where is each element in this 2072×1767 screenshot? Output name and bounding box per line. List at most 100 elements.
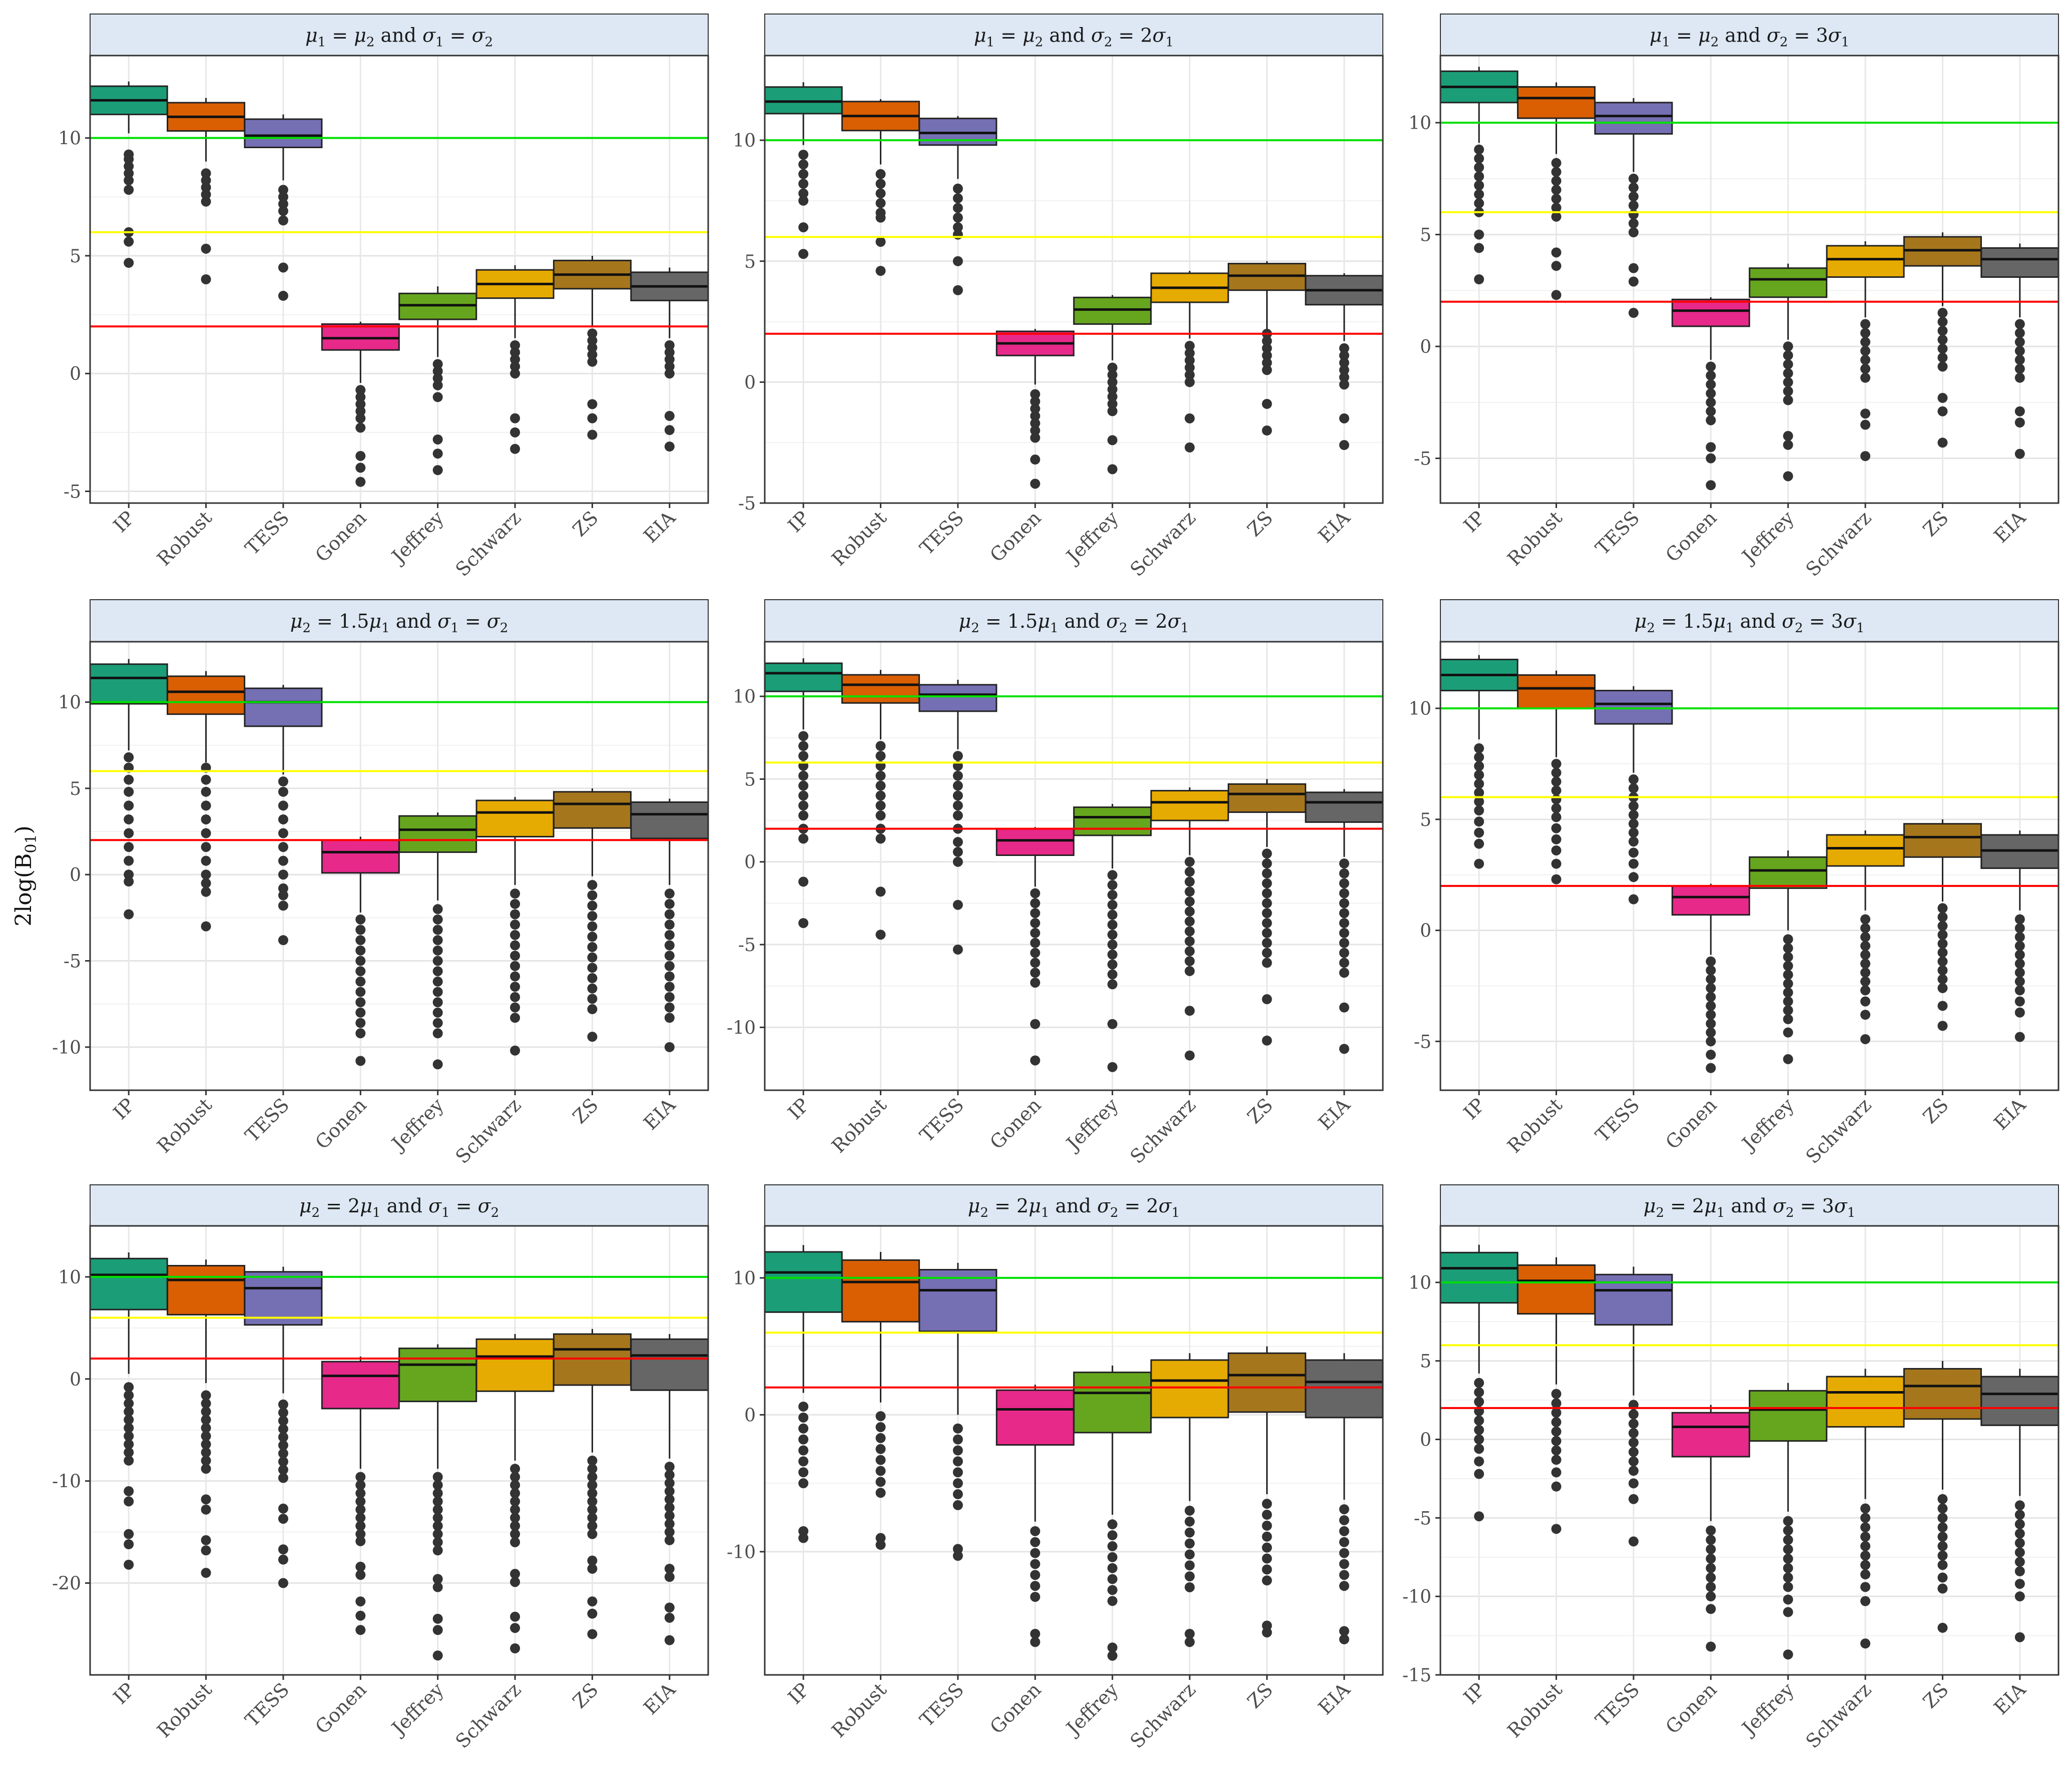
outlier-point <box>1030 898 1041 909</box>
outlier-point <box>1551 785 1562 796</box>
outlier-point <box>798 1401 809 1412</box>
outlier-point <box>510 1529 521 1539</box>
outlier-point <box>798 1412 809 1423</box>
outlier-point <box>1339 1515 1349 1525</box>
outlier-point <box>1262 1531 1272 1542</box>
y-tick-label: -20 <box>52 1574 81 1594</box>
outlier-point <box>664 982 675 992</box>
y-tick-label: 0 <box>744 1405 756 1426</box>
outlier-point <box>1262 1542 1272 1553</box>
outlier-point <box>278 1399 288 1410</box>
outlier-point <box>1339 1537 1349 1547</box>
outlier-point <box>2014 417 2025 428</box>
outlier-point <box>1107 377 1118 387</box>
outlier-point <box>1474 198 1484 209</box>
outlier-point <box>1262 858 1272 869</box>
panel-border <box>1439 1225 2059 1676</box>
outlier-point <box>510 1643 521 1653</box>
panel-title-part: 2 <box>491 1205 499 1220</box>
outlier-point <box>875 1444 886 1454</box>
outlier-point <box>1107 870 1118 880</box>
panel-title-part: and <box>381 1195 429 1217</box>
outlier-point <box>875 741 886 751</box>
outlier-point <box>201 1455 211 1466</box>
y-tick-label: 10 <box>733 131 756 151</box>
outlier-point <box>1706 1582 1716 1592</box>
outlier-point <box>1628 783 1639 793</box>
outlier-point <box>2014 1566 2025 1576</box>
outlier-point <box>1628 1409 1639 1420</box>
outlier-point <box>2014 406 2025 416</box>
panel-title-part: μ <box>968 1195 980 1217</box>
outlier-point <box>1706 1063 1716 1073</box>
outlier-point <box>875 1477 886 1487</box>
box-iqr <box>553 791 632 829</box>
panel-title-part: 2 <box>302 621 311 636</box>
panel-title-part: and <box>374 25 422 47</box>
outlier-point <box>798 1456 809 1467</box>
outlier-point <box>664 961 675 971</box>
outlier-point <box>2014 346 2025 356</box>
outlier-point <box>510 1488 521 1499</box>
outlier-point <box>1185 1050 1195 1061</box>
outlier-point <box>1860 914 1871 925</box>
outlier-point <box>587 399 598 409</box>
box-iqr <box>1150 1359 1229 1419</box>
box-jeffrey <box>398 812 477 1070</box>
outlier-point <box>278 1408 288 1418</box>
outlier-point <box>1937 1622 1948 1633</box>
outlier-point <box>1860 1582 1871 1592</box>
outlier-point <box>798 1434 809 1445</box>
panel-title-part: = <box>459 610 487 632</box>
panel-border <box>764 641 1384 1091</box>
panel-title-part: σ <box>1767 25 1780 47</box>
outlier-point <box>1339 1548 1349 1558</box>
outlier-point <box>510 368 521 379</box>
outlier-point <box>1030 1019 1041 1029</box>
outlier-point <box>952 1423 963 1434</box>
outlier-point <box>1339 1626 1349 1636</box>
outlier-point <box>1030 418 1041 428</box>
outlier-point <box>587 1488 598 1499</box>
outlier-point <box>952 183 963 194</box>
outlier-point <box>432 1574 443 1584</box>
outlier-point <box>124 786 134 797</box>
outlier-point <box>355 966 366 977</box>
outlier-point <box>2014 363 2025 374</box>
outlier-point <box>1262 1553 1272 1564</box>
outlier-point <box>1628 1428 1639 1438</box>
outlier-point <box>1185 340 1195 351</box>
outlier-point <box>875 212 886 223</box>
outlier-point <box>664 425 675 435</box>
outlier-point <box>1474 761 1484 771</box>
outlier-point <box>432 465 443 476</box>
panel-title-part: μ <box>354 25 366 47</box>
outlier-point <box>201 189 211 200</box>
outlier-point <box>355 399 366 409</box>
outlier-point <box>664 410 675 421</box>
panel-title-part: 1 <box>1050 621 1059 636</box>
box-iqr <box>630 1338 709 1391</box>
outlier-point <box>952 1544 963 1554</box>
outlier-point <box>1474 1469 1484 1479</box>
outlier-point <box>124 814 134 824</box>
outlier-point <box>1339 928 1349 938</box>
box-schwarz <box>475 265 555 454</box>
panel-strip <box>90 14 709 56</box>
outlier-point <box>1937 308 1948 318</box>
box-jeffrey <box>398 286 477 476</box>
panel-title-part: μ <box>1698 25 1711 47</box>
outlier-point <box>1551 1408 1562 1418</box>
box-jeffrey <box>1749 263 1828 482</box>
outlier-point <box>587 973 598 983</box>
outlier-point <box>1937 1513 1948 1523</box>
outlier-point <box>1474 144 1484 155</box>
outlier-point <box>798 731 809 741</box>
y-tick-label: 10 <box>733 1268 756 1289</box>
outlier-point <box>1107 1563 1118 1573</box>
outlier-point <box>1474 858 1484 869</box>
panel-title-part: σ <box>1153 25 1166 47</box>
outlier-point <box>124 236 134 247</box>
panel-title-part: 1 <box>1856 621 1865 636</box>
outlier-point <box>1339 365 1349 375</box>
